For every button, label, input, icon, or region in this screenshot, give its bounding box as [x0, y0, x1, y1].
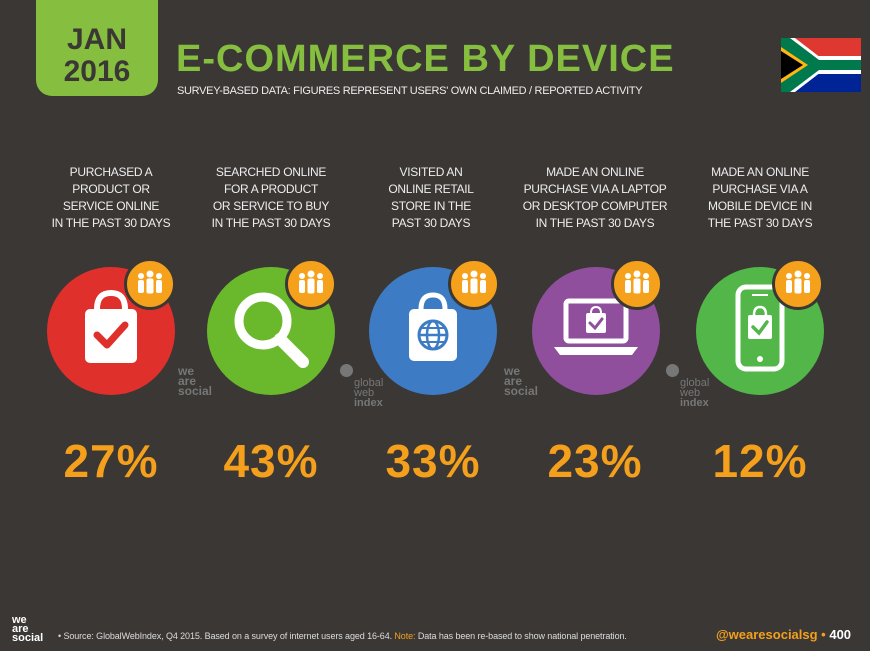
source-note: • Source: GlobalWebIndex, Q4 2015. Based… [58, 631, 627, 641]
south-africa-flag-icon [781, 38, 861, 92]
percent-value-1: 27% [63, 435, 159, 487]
badge-year: 2016 [63, 55, 131, 88]
percent-value-2: 43% [223, 435, 319, 487]
column-5-description: MADE AN ONLINE PURCHASE VIA A MOBILE DEV… [707, 165, 813, 230]
column-2-description: SEARCHED ONLINE FOR A PRODUCT OR SERVICE… [211, 165, 331, 230]
laptop-bag-icon [532, 267, 660, 395]
column-3-description: VISITED AN ONLINE RETAIL STORE IN THE PA… [388, 165, 474, 230]
column-1-description: PURCHASED A PRODUCT OR SERVICE ONLINE IN… [51, 165, 171, 230]
people-icon [448, 258, 500, 310]
shopping-bag-check-icon [47, 267, 175, 395]
badge-month: JAN [66, 23, 127, 56]
people-icon [611, 258, 663, 310]
percent-value-3: 33% [385, 435, 481, 487]
percent-value-4: 23% [547, 435, 643, 487]
people-icon [772, 258, 824, 310]
date-badge: JAN 2016 [36, 0, 158, 96]
page-subtitle: SURVEY-BASED DATA: FIGURES REPRESENT USE… [177, 85, 643, 97]
column-4-description: MADE AN ONLINE PURCHASE VIA A LAPTOP OR … [522, 165, 668, 230]
page-title: E-COMMERCE BY DEVICE [176, 38, 675, 80]
gwi-logo-icon [666, 364, 679, 377]
gwi-watermark: global web index [354, 377, 384, 409]
people-icon [124, 258, 176, 310]
we-are-social-logo: we are social [12, 614, 44, 644]
we-are-social-watermark: we are social [178, 364, 213, 398]
people-icon [285, 258, 337, 310]
social-handle: @wearesocialsg • 400 [716, 627, 852, 642]
we-are-social-watermark: we are social [504, 364, 539, 398]
percent-value-5: 12% [712, 435, 808, 487]
gwi-logo-icon [340, 364, 353, 377]
page-number: 400 [829, 627, 852, 642]
gwi-watermark: global web index [680, 377, 710, 409]
